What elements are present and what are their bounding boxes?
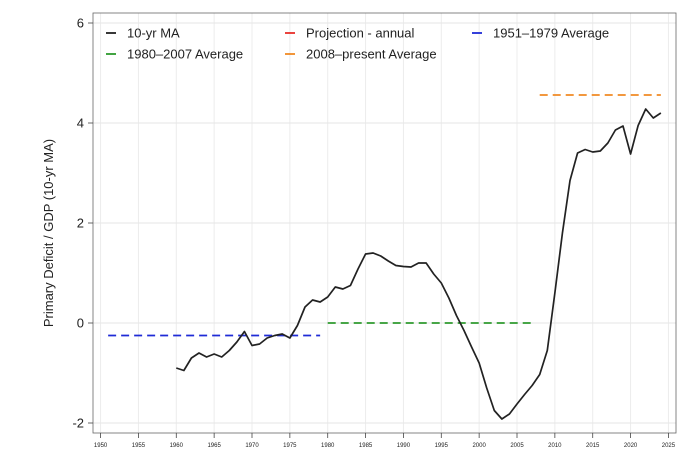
x-tick-label: 1970 [245, 443, 259, 449]
x-tick-label: 1960 [170, 443, 184, 449]
legend-label: 2008–present Average [306, 47, 437, 62]
series-line-10-yr-ma [176, 108, 662, 420]
x-tick-label: 2020 [624, 443, 638, 449]
x-tick-label: 1975 [283, 443, 297, 449]
y-tick-label: -2 [72, 416, 84, 431]
x-tick-label: 1990 [397, 443, 411, 449]
average-lines [108, 94, 661, 337]
y-axis-title: Primary Deficit / GDP (10-yr MA) [41, 139, 56, 327]
x-tick-label: 1985 [359, 443, 373, 449]
y-tick-label: 0 [77, 316, 84, 331]
legend-label: 1980–2007 Average [127, 47, 243, 62]
legend-item: Projection - annual [285, 26, 415, 41]
y-tick-label: 6 [77, 16, 84, 31]
legend-label: 1951–1979 Average [493, 26, 609, 41]
x-tick-label: 2000 [472, 443, 486, 449]
x-tick-label: 2005 [510, 443, 524, 449]
legend-item: 1980–2007 Average [106, 47, 243, 62]
legend-label: Projection - annual [306, 26, 415, 41]
x-tick-label: 2025 [662, 443, 676, 449]
y-tick-label: 2 [77, 216, 84, 231]
x-tick-label: 2010 [548, 443, 562, 449]
x-tick-label: 1980 [321, 443, 335, 449]
legend: 10-yr MA Projection - annual 1951–1979 Ave… [106, 26, 609, 62]
legend-item: 10-yr MA [106, 26, 180, 41]
y-tick-label: 4 [77, 116, 84, 131]
legend-item: 2008–present Average [285, 47, 437, 62]
series-lines [176, 108, 662, 420]
axes: 1950 1955 1960 1965 1970 1975 1980 1985 1990 1995… [72, 16, 675, 450]
x-tick-label: 2015 [586, 443, 600, 449]
legend-label: 10-yr MA [127, 26, 180, 41]
x-tick-label: 1965 [207, 443, 221, 449]
legend-item: 1951–1979 Average [472, 26, 609, 41]
x-tick-label: 1995 [435, 443, 449, 449]
x-tick-label: 1955 [132, 443, 146, 449]
x-tick-label: 1950 [94, 443, 108, 449]
